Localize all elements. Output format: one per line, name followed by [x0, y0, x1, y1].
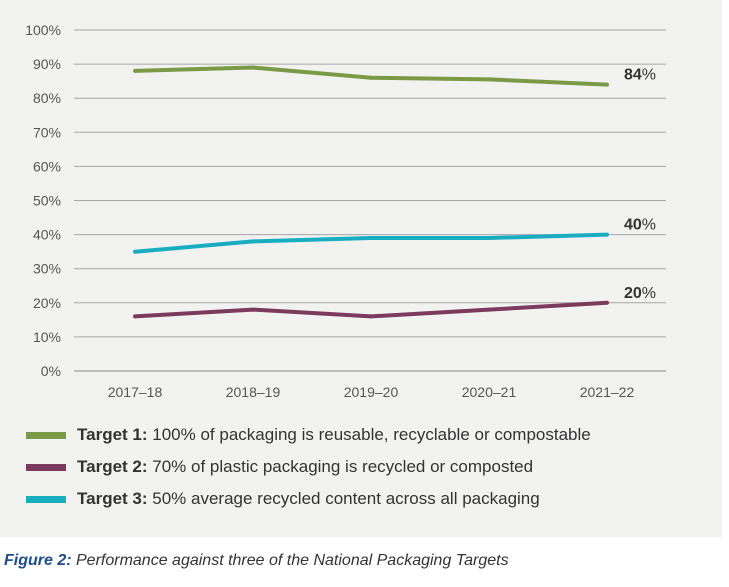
y-tick-label: 90%: [33, 56, 61, 72]
caption-label: Figure 2:: [4, 552, 72, 569]
data-point: [605, 232, 609, 237]
data-point: [133, 68, 137, 73]
legend-target-1-name: Target 1:: [77, 425, 148, 444]
data-point: [369, 236, 373, 240]
x-tick-label: 2018–19: [226, 384, 281, 400]
data-point: [251, 307, 255, 312]
y-tick-label: 40%: [33, 227, 61, 243]
data-point: [605, 82, 609, 87]
line-chart: 0% 10% 20% 30% 40% 50% 60% 70% 80% 90% 100% 2017–18…: [25, 22, 666, 400]
data-point: [369, 314, 373, 319]
end-label-target-1: 84%: [624, 67, 656, 84]
y-tick-label: 30%: [33, 261, 61, 277]
legend-swatch-target-1: [26, 431, 66, 439]
y-tick-label: 10%: [33, 329, 61, 345]
figure-caption: Figure 2: Performance against three of t…: [4, 552, 509, 570]
legend-target-2-name: Target 2:: [77, 457, 148, 476]
data-point: [605, 300, 609, 305]
data-point: [487, 236, 491, 240]
y-tick-label: 20%: [33, 295, 61, 311]
data-point: [251, 65, 255, 70]
y-tick-label: 50%: [33, 193, 61, 209]
legend-target-2-text: 70% of plastic packaging is recycled or …: [147, 457, 534, 476]
end-label-target-3: 40%: [624, 217, 656, 234]
legend-item-target-3: Target 3: 50% average recycled content a…: [26, 489, 540, 509]
end-label-target-2: 20%: [624, 285, 656, 302]
data-point: [369, 75, 373, 80]
legend-target-3-name: Target 3:: [77, 489, 148, 508]
chart-panel: 0% 10% 20% 30% 40% 50% 60% 70% 80% 90% 100% 2017–18…: [0, 0, 722, 537]
y-tick-label: 70%: [33, 124, 61, 140]
data-point: [133, 314, 137, 319]
y-tick-label: 60%: [33, 158, 61, 174]
legend-swatch-target-2: [26, 463, 66, 471]
x-tick-label: 2017–18: [108, 384, 163, 400]
y-tick-label: 0%: [41, 363, 61, 379]
x-tick-label: 2019–20: [344, 384, 399, 400]
legend-item-target-1: Target 1: 100% of packaging is reusable,…: [26, 425, 591, 445]
y-tick-label: 80%: [33, 90, 61, 106]
data-point: [251, 239, 255, 244]
legend-target-1-text: 100% of packaging is reusable, recyclabl…: [147, 425, 591, 444]
legend-swatch-target-3: [26, 495, 66, 503]
legend-target-3-text: 50% average recycled content across all …: [147, 489, 540, 508]
data-point: [487, 307, 491, 312]
legend-item-target-2: Target 2: 70% of plastic packaging is re…: [26, 457, 533, 477]
data-point: [133, 249, 137, 254]
y-tick-label: 100%: [25, 22, 61, 38]
series-line-target-2: [134, 300, 608, 319]
x-tick-label: 2020–21: [462, 384, 517, 400]
data-point: [487, 77, 491, 82]
x-tick-label: 2021–22: [580, 384, 635, 400]
caption-text: Performance against three of the Nationa…: [71, 552, 509, 569]
